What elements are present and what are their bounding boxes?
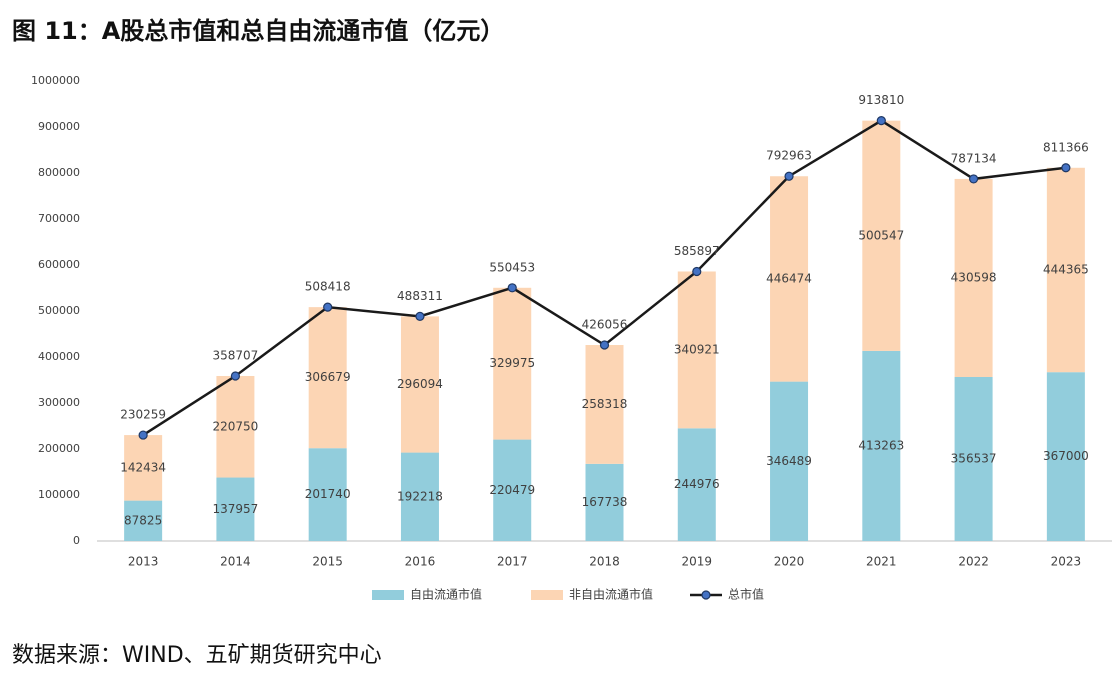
bar-segment bbox=[1046, 167, 1085, 373]
data-label: 296094 bbox=[397, 377, 443, 391]
x-tick-label: 2023 bbox=[1051, 555, 1082, 569]
data-label: 488311 bbox=[397, 289, 443, 303]
bar-segment bbox=[308, 307, 347, 449]
bar-segment bbox=[493, 439, 532, 541]
bar-segment bbox=[216, 375, 255, 478]
legend-swatch bbox=[372, 590, 404, 600]
line-marker bbox=[692, 266, 702, 277]
y-tick-label: 300000 bbox=[38, 396, 80, 409]
x-tick-label: 2014 bbox=[220, 555, 251, 569]
data-label: 220479 bbox=[489, 483, 535, 497]
bar-segment bbox=[954, 178, 993, 377]
data-label: 244976 bbox=[674, 477, 720, 491]
source-note: 数据来源：WIND、五矿期货研究中心 bbox=[12, 643, 382, 668]
data-label: 230259 bbox=[120, 408, 166, 422]
x-tick-label: 2013 bbox=[128, 555, 159, 569]
y-tick-label: 1000000 bbox=[31, 74, 80, 87]
y-tick-label: 600000 bbox=[38, 258, 80, 271]
data-label: 340921 bbox=[674, 342, 720, 356]
line-marker bbox=[138, 430, 148, 440]
y-tick-label: 0 bbox=[73, 534, 80, 547]
bar-segment bbox=[308, 448, 347, 541]
data-label: 413263 bbox=[858, 438, 904, 452]
line-marker bbox=[507, 283, 517, 293]
bar-segment bbox=[862, 120, 901, 351]
bar-segment bbox=[1046, 372, 1085, 541]
legend-swatch bbox=[531, 590, 563, 600]
data-label: 913810 bbox=[858, 93, 904, 107]
bar-segment bbox=[400, 452, 439, 541]
line-marker bbox=[415, 311, 425, 321]
bar-segment bbox=[770, 381, 809, 541]
line-marker bbox=[230, 371, 241, 381]
legend-label: 自由流通市值 bbox=[410, 587, 482, 602]
legend-label: 总市值 bbox=[728, 587, 764, 602]
data-label: 258318 bbox=[582, 397, 628, 411]
bar-segment bbox=[124, 500, 163, 541]
data-label: 367000 bbox=[1043, 449, 1089, 463]
legend-swatch bbox=[701, 590, 711, 600]
data-label: 550453 bbox=[489, 260, 535, 274]
x-tick-label: 2016 bbox=[405, 555, 436, 569]
data-label: 137957 bbox=[213, 502, 259, 516]
data-label: 356537 bbox=[951, 451, 997, 465]
y-tick-label: 900000 bbox=[38, 120, 80, 133]
chart-title: 图 11：A股总市值和总自由流通市值（亿元） bbox=[12, 17, 504, 45]
data-label: 192218 bbox=[397, 489, 443, 503]
data-label: 585897 bbox=[674, 244, 720, 258]
data-label: 811366 bbox=[1043, 140, 1089, 154]
data-label: 142434 bbox=[120, 460, 166, 474]
line-marker bbox=[1061, 163, 1071, 173]
x-tick-label: 2018 bbox=[589, 555, 620, 569]
y-tick-label: 800000 bbox=[38, 166, 80, 179]
data-label: 220750 bbox=[213, 419, 259, 433]
bar-segment bbox=[585, 345, 624, 464]
data-label: 500547 bbox=[858, 228, 904, 242]
bar-segment bbox=[216, 477, 255, 541]
legend-label: 非自由流通市值 bbox=[569, 587, 653, 602]
data-label: 87825 bbox=[124, 513, 162, 527]
x-tick-label: 2021 bbox=[866, 555, 897, 569]
data-label: 792963 bbox=[766, 149, 812, 163]
bar-segment bbox=[493, 287, 532, 440]
line-marker bbox=[968, 174, 979, 184]
data-label: 426056 bbox=[582, 318, 628, 332]
bar-segment bbox=[124, 435, 163, 501]
y-tick-label: 200000 bbox=[38, 442, 80, 455]
y-tick-label: 700000 bbox=[38, 212, 80, 225]
y-tick-label: 100000 bbox=[38, 488, 80, 501]
bar-segment bbox=[585, 463, 624, 541]
line-marker bbox=[599, 340, 610, 350]
y-tick-label: 400000 bbox=[38, 350, 80, 363]
y-tick-label: 500000 bbox=[38, 304, 80, 317]
line-marker bbox=[784, 171, 794, 181]
bar-segment bbox=[677, 428, 716, 541]
x-tick-label: 2020 bbox=[774, 555, 805, 569]
x-tick-label: 2015 bbox=[312, 555, 343, 569]
data-label: 787134 bbox=[951, 151, 997, 165]
bar-segment bbox=[954, 376, 993, 541]
x-tick-label: 2022 bbox=[958, 555, 989, 569]
data-label: 167738 bbox=[582, 495, 628, 509]
data-label: 444365 bbox=[1043, 262, 1089, 276]
data-label: 508418 bbox=[305, 280, 351, 294]
bar-segment bbox=[677, 271, 716, 429]
data-label: 201740 bbox=[305, 487, 351, 501]
data-label: 358707 bbox=[213, 348, 259, 362]
data-label: 346489 bbox=[766, 454, 812, 468]
data-label: 446474 bbox=[766, 271, 812, 285]
line-marker bbox=[876, 116, 886, 126]
data-label: 329975 bbox=[489, 356, 535, 370]
data-label: 306679 bbox=[305, 370, 351, 384]
bar-segment bbox=[862, 350, 901, 541]
line-marker bbox=[323, 302, 333, 312]
data-label: 430598 bbox=[951, 270, 997, 284]
bar-segment bbox=[770, 176, 809, 382]
bar-segment bbox=[400, 316, 439, 453]
x-tick-label: 2017 bbox=[497, 555, 528, 569]
x-tick-label: 2019 bbox=[681, 555, 712, 569]
